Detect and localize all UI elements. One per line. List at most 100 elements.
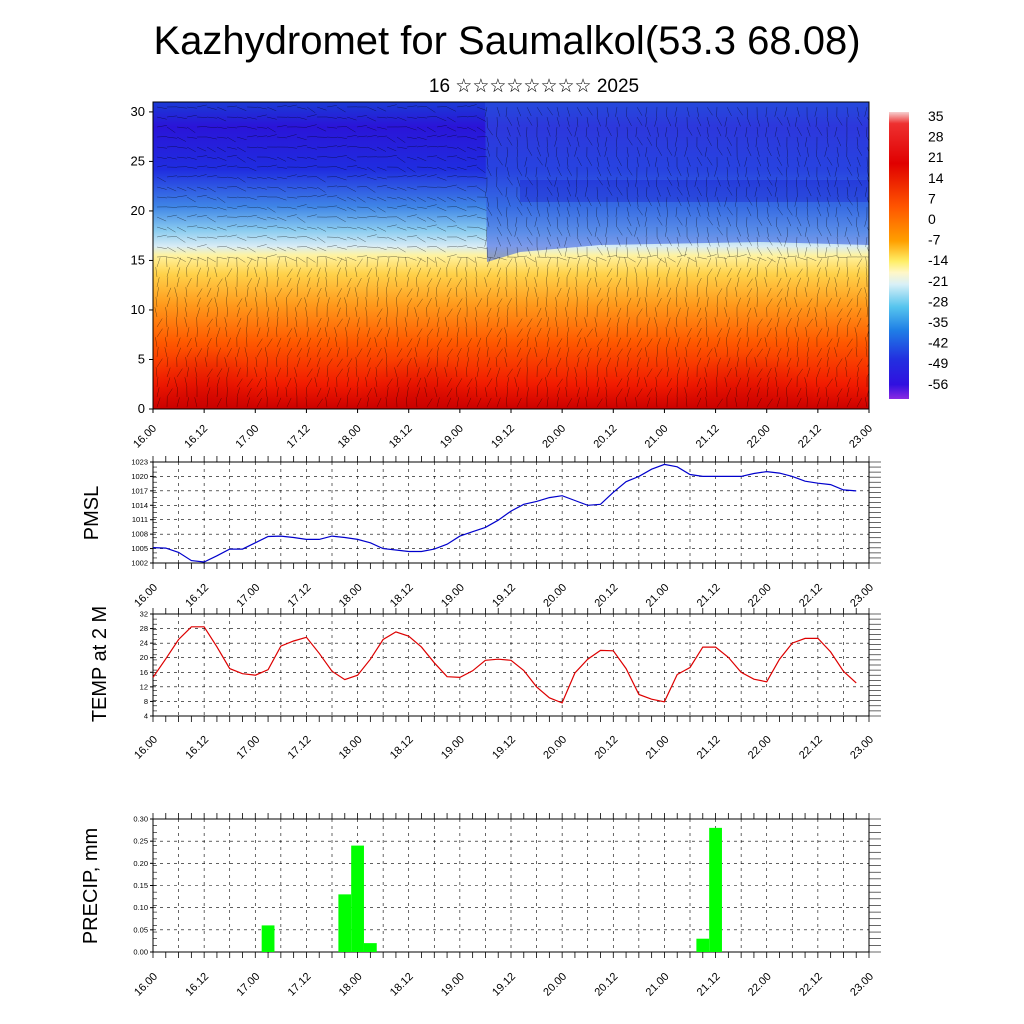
wind-barb [346,175,357,178]
wind-barb [366,146,377,151]
wind-barb [676,307,681,318]
wind-barb [775,327,778,338]
wind-barb [606,297,610,308]
wind-barb [866,136,869,142]
wind-barb [366,196,377,201]
wind-barb [586,357,590,368]
wind-barb [724,116,728,127]
wind-barb [656,368,663,378]
wind-barb [745,186,748,197]
wind-barb [585,126,588,137]
wind-barb [856,206,860,217]
wind-barb [676,166,682,177]
wind-barb [616,267,619,278]
wind-barb [386,387,389,398]
wind-barb [575,287,578,298]
wind-barb [686,307,689,318]
wind-barb [706,246,711,257]
wind-barb [206,246,216,253]
wind-barb [816,146,818,157]
x-tick-label: 22.12 [797,582,825,610]
wind-barb [456,196,467,201]
wind-barb [246,196,257,200]
wind-barb [316,317,322,328]
wind-barb [456,278,463,288]
wind-barb [626,176,630,187]
wind-barb [765,357,768,368]
wind-barb [736,377,742,388]
wind-barb [466,136,477,140]
wind-barb [756,337,762,348]
wind-barb [326,185,337,188]
wind-barb [716,226,723,236]
wind-barb [246,378,253,388]
x-tick-label: 19.12 [490,971,518,999]
wind-barb [566,327,570,338]
wind-barb [186,186,197,192]
wind-barb [786,378,793,388]
wind-barb [785,166,788,177]
wind-barb [806,318,813,328]
chart-subtitle: 16 ☆☆☆☆☆☆☆☆ 2025 [429,76,639,97]
wind-barb [186,267,188,278]
wind-barb [684,246,688,257]
y-tick-label: 20 [140,653,148,662]
wind-barb [296,216,306,223]
wind-barb [626,246,628,257]
wind-barb [216,156,227,161]
wind-barb [356,337,359,348]
wind-barb [576,156,582,166]
wind-barb [226,246,237,251]
wind-barb [796,166,799,177]
wind-barb [616,307,622,318]
wind-barb [724,196,728,207]
wind-barb [726,106,732,117]
wind-barb [396,156,406,163]
wind-barb [286,288,293,298]
wind-barb [304,297,308,308]
wind-barb [275,297,278,308]
wind-barb [306,114,317,118]
wind-barb [776,116,783,126]
wind-barb [466,126,477,132]
wind-barb [376,297,379,308]
wind-barb [636,116,643,126]
wind-barb [306,226,317,230]
wind-barb [266,307,269,318]
wind-barb [426,146,437,148]
wind-barb [506,206,508,217]
wind-barb [526,347,531,358]
wind-barb [656,347,658,358]
wind-barb [486,257,491,268]
wind-barb [836,256,847,259]
wind-barb [576,328,583,338]
wind-barb [276,307,279,318]
wind-barb [846,166,853,176]
wind-barb [656,256,666,263]
wind-barb [306,378,313,388]
wind-barb [826,347,830,358]
wind-barb [756,116,761,127]
wind-barb [646,338,653,348]
wind-barb [196,244,207,248]
wind-barb [866,307,869,318]
wind-barb [296,186,307,190]
wind-barb [406,256,417,261]
wind-barb [226,268,233,278]
wind-barb [426,116,437,118]
heatmap-x-axis: 16.00 16.12 17.00 17.12 18.00 18.12 19.00 19.12… [131,409,875,451]
wind-barb [516,387,519,398]
wind-barb [636,136,643,146]
wind-barb [756,156,762,167]
wind-barb [696,307,702,318]
wind-barb [256,327,261,338]
wind-barb [456,126,467,130]
x-tick-label: 21.00 [643,423,671,451]
wind-barb [546,257,551,268]
wind-barb [176,195,187,198]
wind-barb [185,357,188,368]
wind-barb [735,287,738,298]
wind-barb [566,337,568,348]
wind-barb [556,226,563,236]
wind-barb [556,347,561,358]
